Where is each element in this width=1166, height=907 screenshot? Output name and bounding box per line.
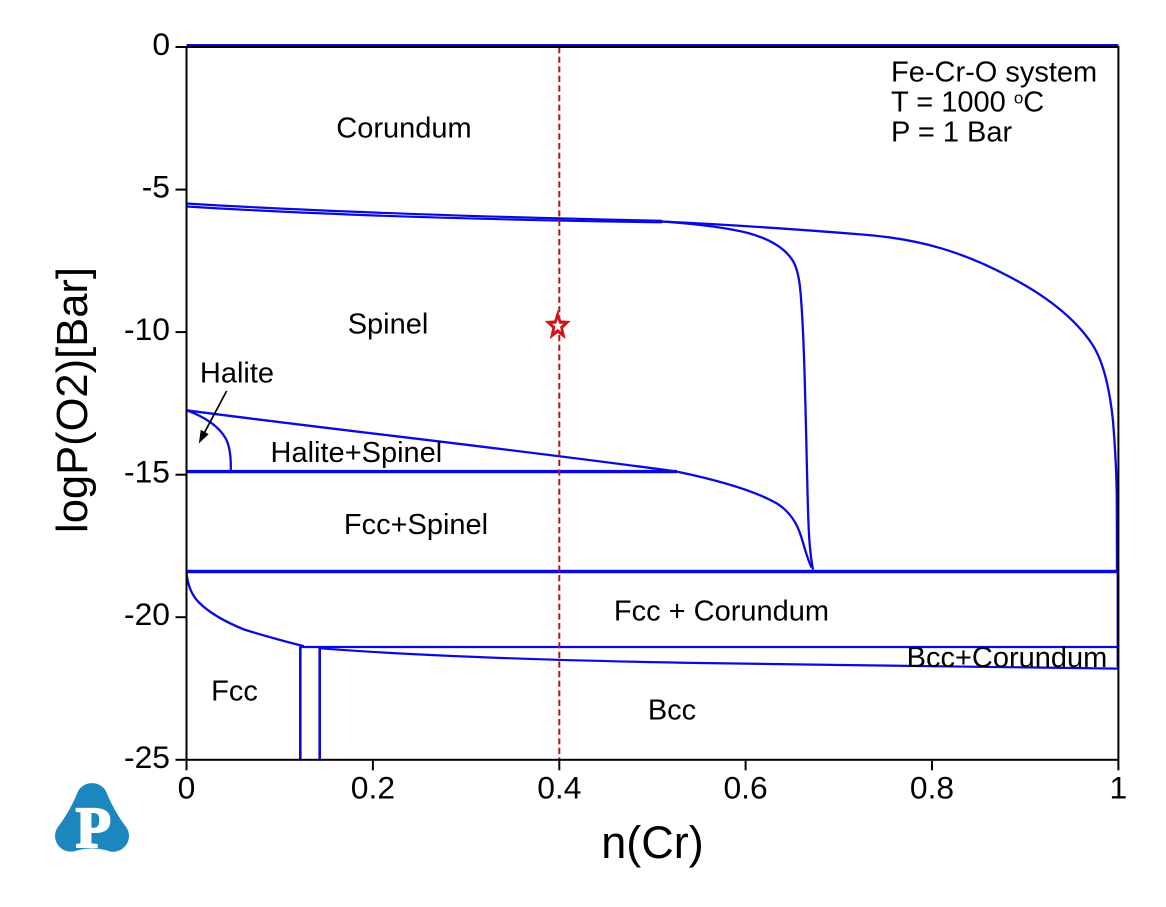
svg-text:Bcc+Corundum: Bcc+Corundum — [907, 642, 1108, 674]
svg-text:Fe-Cr-O system: Fe-Cr-O system — [891, 57, 1097, 89]
svg-text:T = 1000 oC: T = 1000 oC — [891, 86, 1044, 118]
svg-text:logP(O2)[Bar]: logP(O2)[Bar] — [49, 267, 97, 533]
svg-text:0.2: 0.2 — [351, 770, 395, 806]
svg-text:P: P — [76, 795, 111, 860]
svg-text:Bcc: Bcc — [648, 695, 696, 727]
svg-text:Fcc+Spinel: Fcc+Spinel — [344, 509, 488, 541]
svg-text:1: 1 — [1110, 770, 1128, 806]
svg-text:0.4: 0.4 — [537, 770, 581, 806]
svg-text:0: 0 — [178, 770, 196, 806]
svg-text:Halite: Halite — [200, 358, 274, 390]
svg-text:-10: -10 — [124, 311, 170, 347]
svg-text:-15: -15 — [124, 454, 170, 490]
svg-text:P = 1 Bar: P = 1 Bar — [891, 117, 1013, 149]
svg-text:0: 0 — [152, 26, 170, 62]
svg-text:-20: -20 — [124, 596, 170, 632]
svg-text:-25: -25 — [124, 739, 170, 775]
svg-text:n(Cr): n(Cr) — [601, 817, 703, 868]
svg-text:Fcc + Corundum: Fcc + Corundum — [614, 596, 829, 628]
svg-text:Spinel: Spinel — [348, 309, 429, 341]
svg-text:0.8: 0.8 — [910, 770, 954, 806]
svg-text:Corundum: Corundum — [336, 113, 471, 145]
svg-text:Fcc: Fcc — [211, 676, 258, 708]
svg-text:0.6: 0.6 — [723, 770, 767, 806]
svg-text:Halite+Spinel: Halite+Spinel — [271, 437, 443, 469]
svg-text:-5: -5 — [142, 169, 170, 205]
